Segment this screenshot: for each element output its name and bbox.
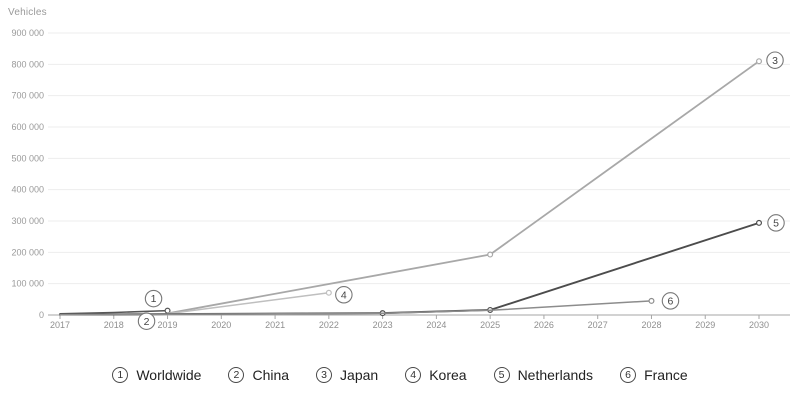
x-axis-tick-label: 2025: [480, 320, 500, 330]
y-axis-tick-label: 400 000: [11, 185, 44, 195]
series-number-4-icon: [335, 286, 353, 304]
series-number-5-icon: [767, 214, 785, 232]
x-axis-tick-label: 2021: [265, 320, 285, 330]
x-axis-tick-label: 2020: [211, 320, 231, 330]
y-axis-tick-label: 200 000: [11, 247, 44, 257]
y-axis-title: Vehicles: [8, 7, 47, 18]
legend-item-korea: 4 Korea: [405, 367, 467, 383]
series-number-1-text: 1: [151, 293, 157, 305]
chart-line-worldwide: [59, 309, 169, 315]
legend-number-1-icon: 1: [112, 367, 129, 383]
chart-line-korea: [166, 292, 330, 315]
series-number-6-text: 6: [668, 296, 674, 308]
legend-item-france: 6 France: [620, 367, 688, 383]
data-point-france-2028: [648, 297, 655, 304]
x-axis-tick-label: 2030: [749, 320, 769, 330]
legend-item-japan: 3 Japan: [316, 367, 378, 383]
series-number-2-icon: [137, 312, 156, 330]
legend-label: Korea: [429, 367, 467, 383]
y-axis-tick-label: 700 000: [11, 91, 44, 101]
legend-label: China: [252, 367, 290, 383]
series-number-3-icon: [766, 51, 784, 69]
legend-label: Netherlands: [517, 367, 594, 383]
x-axis-tick-label: 2017: [50, 320, 70, 330]
legend-label: France: [644, 367, 688, 383]
legend-label: Japan: [340, 367, 379, 383]
data-point-korea-2022: [325, 289, 332, 296]
x-axis-tick-label: 2019: [158, 320, 178, 330]
chart-legend: 1 Worldwide 2 China 3 Japan 4 Korea 5 Ne…: [0, 362, 800, 388]
legend-item-china: 2 China: [228, 367, 289, 383]
series-number-6-icon: [661, 292, 680, 310]
data-point-netherlands-2030: [756, 219, 763, 226]
x-axis-tick-label: 2022: [319, 320, 339, 330]
series-number-5-text: 5: [773, 217, 779, 229]
legend-number-6-icon: 6: [620, 367, 637, 383]
y-axis-tick-label: 900 000: [11, 28, 44, 38]
y-axis-tick-label: 0: [39, 310, 44, 320]
series-number-3-text: 3: [772, 55, 778, 67]
y-axis-tick-label: 600 000: [11, 122, 44, 132]
x-axis-tick-label: 2027: [588, 320, 608, 330]
legend-label: Worldwide: [136, 367, 202, 383]
x-axis-tick-label: 2018: [104, 320, 124, 330]
chart-line-japan: [166, 60, 760, 315]
y-axis-tick-label: 100 000: [11, 279, 44, 289]
legend-number-3-icon: 3: [316, 367, 333, 383]
x-axis-tick-label: 2026: [534, 320, 554, 330]
data-point-japan-2030: [756, 58, 763, 65]
chart-line-france: [59, 300, 653, 316]
series-number-1-icon: [144, 289, 163, 308]
chart-canvas: 0 100 000 200 000 300 000 400 000 500 000 600 …: [11, 28, 790, 330]
legend-number-4-icon: 4: [405, 367, 422, 383]
x-axis-tick-label: 2024: [426, 320, 446, 330]
x-axis-tick-label: 2029: [695, 320, 715, 330]
vehicles-line-chart: Vehicles 0 100 000 200 000 300 000 400 000 50…: [8, 7, 790, 330]
x-axis-tick-label: 2023: [373, 320, 393, 330]
series-number-4-text: 4: [341, 289, 347, 301]
data-point-japan-2025: [487, 251, 494, 258]
legend-item-netherlands: 5 Netherlands: [493, 367, 594, 383]
y-axis-tick-label: 300 000: [11, 216, 44, 226]
legend-number-5-icon: 5: [493, 367, 510, 383]
x-axis-tick-label: 2028: [641, 320, 661, 330]
legend-number-2-icon: 2: [228, 367, 245, 383]
series-number-2-text: 2: [144, 316, 150, 328]
y-axis-tick-label: 500 000: [11, 153, 44, 163]
y-axis-tick-label: 800 000: [11, 59, 44, 69]
legend-item-worldwide: 1 Worldwide: [112, 367, 201, 383]
